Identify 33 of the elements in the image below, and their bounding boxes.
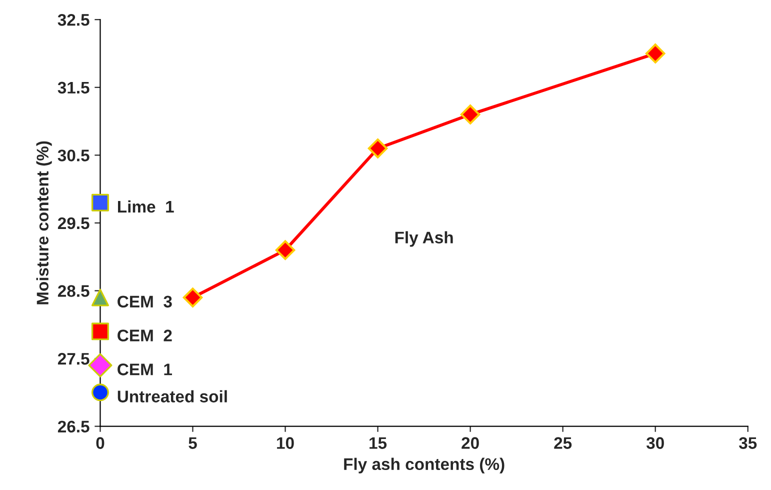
series-label: CEM 1 — [118, 364, 172, 376]
point — [91, 194, 109, 212]
y-tick-label: 27.5 — [58, 352, 90, 365]
x-tick-label: 35 — [738, 437, 757, 449]
x-tick-label: 30 — [646, 437, 664, 449]
y-tick-label: 26.5 — [58, 420, 90, 433]
series-label: Lime 1 — [118, 200, 174, 213]
series-label: CEM 2 — [118, 330, 172, 342]
point — [368, 138, 388, 158]
x-tick-label: 15 — [370, 437, 387, 449]
y-tick-label: 31.5 — [58, 82, 90, 94]
y-axis-title: Moisture content (%) — [36, 141, 52, 304]
point — [91, 322, 109, 340]
point — [460, 104, 480, 124]
x-tick-label: 5 — [188, 437, 197, 449]
point — [91, 384, 109, 402]
y-tick-label: 32.5 — [58, 14, 90, 26]
x-axis-title: Fly ash contents (%) — [344, 458, 504, 474]
x-tick-label: 20 — [462, 437, 479, 449]
y-tick-label: 29.5 — [58, 217, 90, 230]
x-tick-label: 10 — [277, 437, 294, 449]
point — [88, 353, 112, 378]
x-tick-label: 0 — [96, 437, 104, 449]
point — [91, 288, 109, 306]
x-tick-label: 25 — [554, 437, 572, 449]
point — [275, 240, 296, 260]
y-tick-label: 30.5 — [58, 150, 90, 162]
y-tick-label: 28.5 — [58, 285, 90, 297]
point — [645, 44, 666, 64]
annotation: Fly Ash — [395, 231, 453, 247]
point — [182, 288, 203, 308]
series-label: CEM 3 — [118, 296, 172, 308]
series-label: Untreated soil — [118, 390, 227, 402]
